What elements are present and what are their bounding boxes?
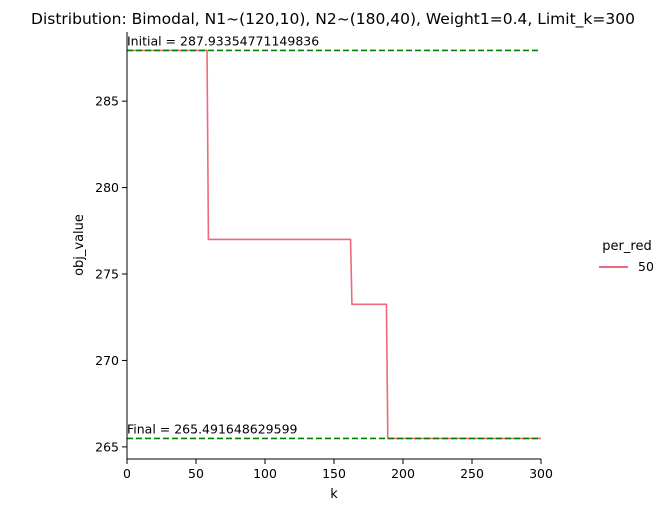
x-tick-label: 250 <box>460 466 484 481</box>
legend: per_red 50 <box>599 239 654 274</box>
initial-value-label: Initial = 287.93354771149836 <box>127 33 319 48</box>
y-tick-label: 285 <box>95 94 119 109</box>
chart-title: Distribution: Bimodal, N1~(120,10), N2~(… <box>31 10 635 29</box>
final-value-label: Final = 265.491648629599 <box>127 421 298 436</box>
series-line-50 <box>127 49 541 440</box>
x-tick-label: 150 <box>322 466 346 481</box>
x-ticks: 0 50 100 150 200 250 300 <box>123 459 553 481</box>
x-tick-label: 0 <box>123 466 131 481</box>
y-tick-label: 275 <box>95 267 119 282</box>
y-tick-label: 280 <box>95 180 119 195</box>
x-axis-label: k <box>330 487 338 502</box>
plot-area: Initial = 287.93354771149836 Final = 265.… <box>127 33 541 440</box>
y-tick-label: 270 <box>95 353 119 368</box>
legend-entry-50: 50 <box>638 259 654 274</box>
x-tick-label: 300 <box>529 466 553 481</box>
y-ticks: 265 270 275 280 285 <box>95 94 127 454</box>
x-tick-label: 50 <box>188 466 204 481</box>
legend-title: per_red <box>602 239 651 254</box>
y-axis-label: obj_value <box>72 214 87 276</box>
x-tick-label: 200 <box>391 466 415 481</box>
y-tick-label: 265 <box>95 439 119 454</box>
x-tick-label: 100 <box>253 466 277 481</box>
